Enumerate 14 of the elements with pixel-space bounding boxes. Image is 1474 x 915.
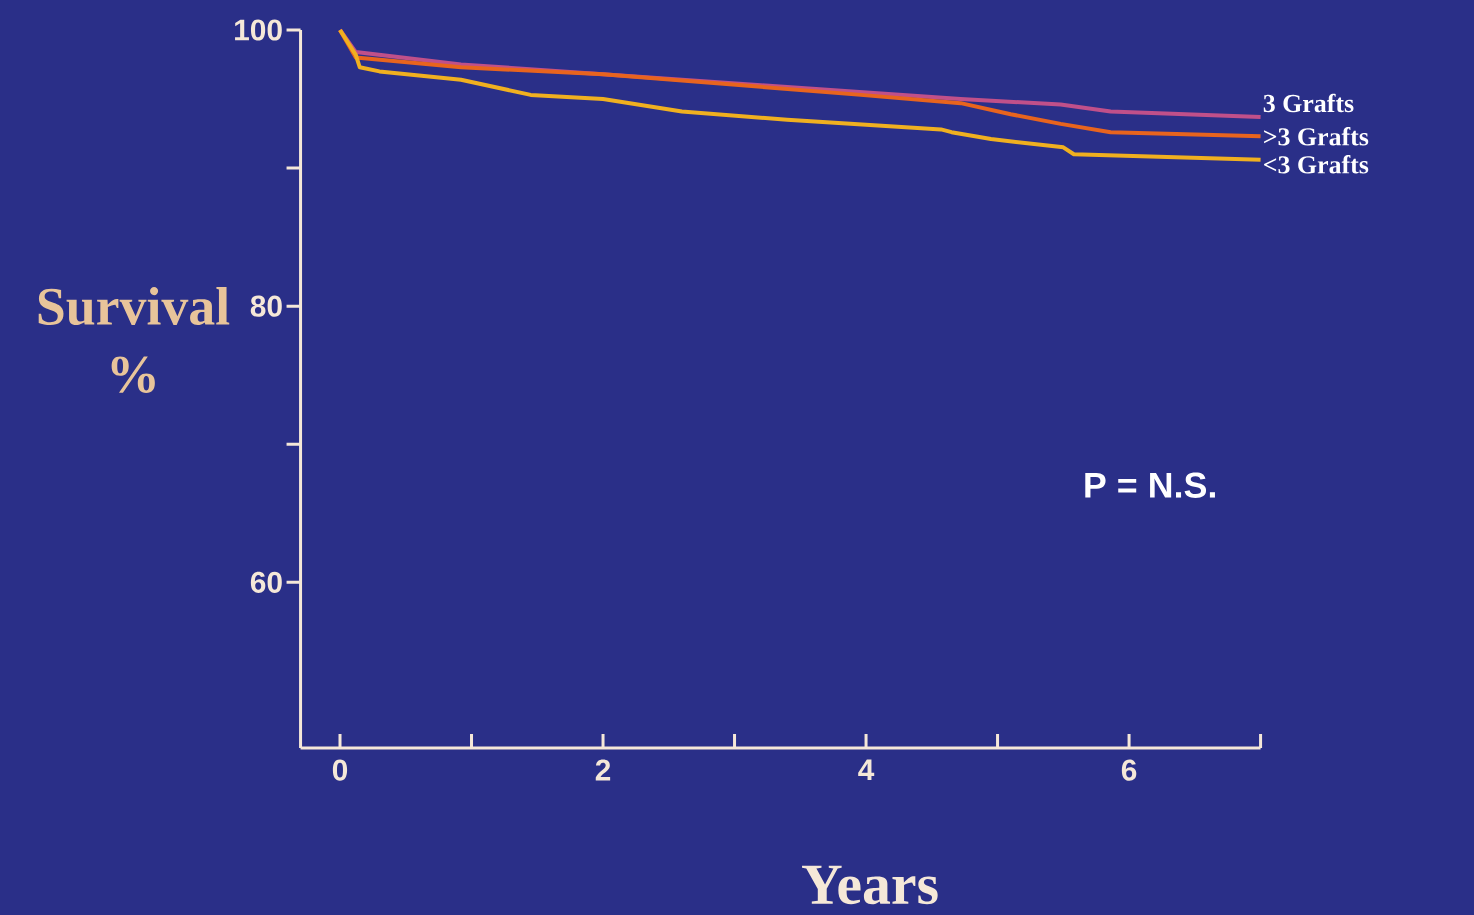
y-tick-label: 80 [250, 295, 282, 317]
series-label: 3 Grafts [1263, 93, 1354, 113]
annotation: P = N.S. [1085, 472, 1215, 498]
series-label: >3 Grafts [1264, 127, 1369, 146]
y-tick-label: 60 [250, 571, 282, 593]
x-tick-label: 4 [858, 759, 875, 781]
x-tick-label: 2 [595, 759, 611, 781]
x-tick-label: 6 [1121, 759, 1137, 781]
x-tick-label: 0 [332, 759, 348, 781]
line-series [338, 27, 1263, 162]
x-axis-title: Years [802, 865, 938, 905]
series-label: <3 Grafts [1264, 155, 1369, 174]
y-axis-title: Survival % [38, 287, 230, 393]
y-tick-label: 100 [235, 19, 282, 41]
